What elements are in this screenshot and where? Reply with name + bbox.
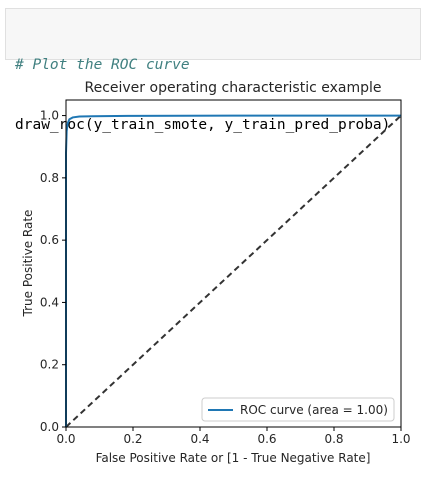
legend: ROC curve (area = 1.00)	[201, 397, 395, 422]
x-tick-label: 0.8	[324, 432, 343, 446]
code-comment: # Plot the ROC curve	[15, 57, 190, 73]
code-call: draw_roc(y_train_smote, y_train_pred_pro…	[15, 117, 391, 133]
x-tick-label: 0.4	[190, 432, 209, 446]
x-axis-label: False Positive Rate or [1 - True Negativ…	[96, 451, 371, 465]
y-tick-label: 0.6	[40, 233, 59, 247]
y-tick-label: 0.2	[40, 358, 59, 372]
x-tick-label: 0.2	[123, 432, 142, 446]
axes-frame	[65, 99, 402, 428]
y-tick-label: 1.0	[40, 109, 59, 123]
chart-title: Receiver operating characteristic exampl…	[84, 80, 381, 96]
legend-roc-label: ROC curve (area = 1.00)	[240, 403, 388, 417]
x-tick-label: 0.6	[257, 432, 276, 446]
x-tick-label: 1.0	[391, 432, 410, 446]
y-tick-label: 0.4	[40, 295, 59, 309]
y-axis-label: True Positive Rate	[21, 210, 35, 318]
y-tick-label: 0.8	[40, 171, 59, 185]
chance-line	[65, 114, 402, 428]
code-cell[interactable]: # Plot the ROC curve draw_roc(y_train_sm…	[5, 8, 421, 133]
legend-box	[201, 397, 395, 422]
y-tick-label: 0.0	[40, 420, 59, 434]
x-tick-label: 0.0	[56, 432, 75, 446]
roc-curve-line	[65, 114, 401, 427]
